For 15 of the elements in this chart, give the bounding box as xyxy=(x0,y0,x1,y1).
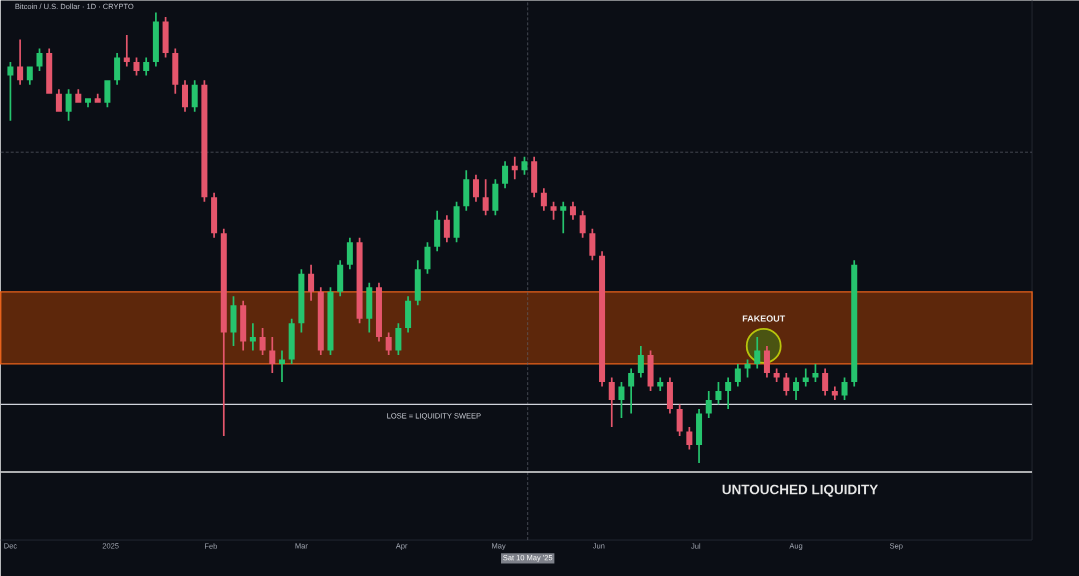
candlestick xyxy=(802,368,809,387)
candlestick xyxy=(628,368,635,414)
candlestick xyxy=(123,35,130,67)
candlestick xyxy=(278,350,285,382)
candlestick xyxy=(560,201,567,234)
annotation: FAKEOUT xyxy=(742,315,786,322)
candlestick xyxy=(17,39,24,85)
candlestick xyxy=(94,93,101,103)
candlestick xyxy=(249,323,256,351)
candlestick xyxy=(269,336,276,373)
candlestick xyxy=(725,377,732,409)
candlestick xyxy=(85,98,92,108)
candlestick xyxy=(511,156,518,180)
ref-line-label: UNTOUCHED LIQUIDITY xyxy=(722,484,878,497)
candlestick xyxy=(482,179,489,216)
